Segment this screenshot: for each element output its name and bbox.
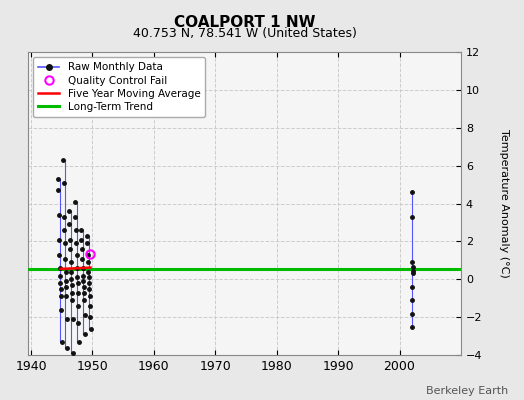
Y-axis label: Temperature Anomaly (°C): Temperature Anomaly (°C)	[499, 129, 509, 278]
Text: 40.753 N, 78.541 W (United States): 40.753 N, 78.541 W (United States)	[133, 27, 356, 40]
Title: COALPORT 1 NW: COALPORT 1 NW	[173, 15, 315, 30]
Legend: Raw Monthly Data, Quality Control Fail, Five Year Moving Average, Long-Term Tren: Raw Monthly Data, Quality Control Fail, …	[33, 57, 205, 117]
Text: Berkeley Earth: Berkeley Earth	[426, 386, 508, 396]
